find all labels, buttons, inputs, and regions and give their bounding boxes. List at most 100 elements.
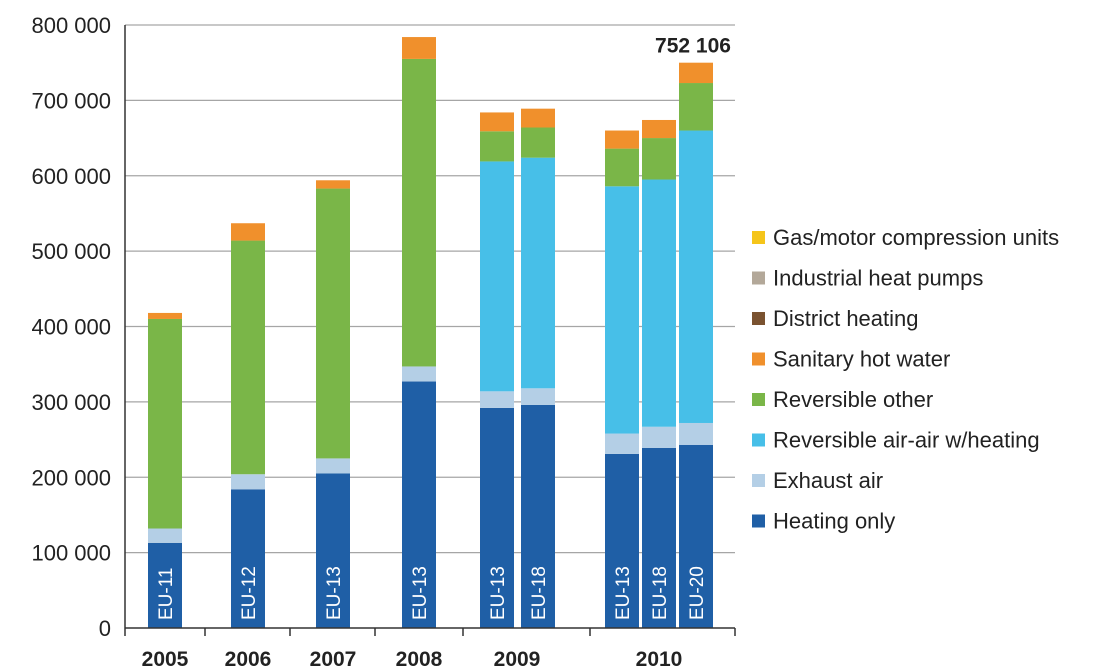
bar-segment (148, 528, 182, 543)
legend-label: Reversible other (773, 387, 933, 412)
bar-category-label: EU-18 (650, 566, 671, 620)
bar-segment (605, 148, 639, 187)
legend-label: Sanitary hot water (773, 347, 950, 372)
y-tick-label: 200 000 (31, 465, 111, 490)
bar-segment (480, 161, 514, 392)
year-label: 2006 (225, 648, 272, 670)
bar-category-labels: EU-11 EU-12 EU-13 EU-13 EU-13 EU-18 EU-13 EU-18… (156, 566, 708, 620)
legend-swatch (752, 312, 765, 325)
bar-segment (679, 422, 713, 445)
legend-swatch (752, 271, 765, 285)
bar-stack (148, 312, 182, 628)
bar-segment (521, 404, 555, 628)
y-tick-label: 100 000 (31, 541, 111, 566)
bar-segment (605, 453, 639, 628)
legend-swatch (752, 231, 765, 244)
bar-segment (231, 240, 265, 475)
year-label: 2005 (142, 648, 189, 670)
bar-segment (521, 127, 555, 158)
bar-category-label: EU-11 (156, 568, 177, 620)
bar-stack (679, 62, 713, 628)
bar-stack (231, 223, 265, 628)
legend-item: Reversible other (752, 387, 933, 412)
legend-item: Reversible air-air w/heating (752, 428, 1040, 453)
bar-segment (480, 112, 514, 132)
year-label: 2010 (636, 648, 683, 670)
legend-swatch (752, 352, 765, 366)
bar-stack (642, 119, 676, 628)
bar-segment (402, 37, 436, 59)
bar-category-label: EU-20 (687, 566, 708, 620)
bar-category-label: EU-13 (410, 566, 431, 620)
bar-category-label: EU-13 (613, 566, 634, 620)
legend-swatch (752, 433, 765, 447)
bar-segment (480, 391, 514, 408)
bar-stack (521, 108, 555, 628)
year-label: 2008 (396, 648, 443, 670)
legend-swatch (752, 474, 765, 487)
bar-segment (480, 131, 514, 162)
bar-category-label: EU-18 (529, 566, 550, 620)
bar-segment (521, 388, 555, 405)
bar-segment (402, 366, 436, 382)
bar-segment (148, 318, 182, 529)
annotations: 752 106 (655, 35, 731, 58)
bar-segment (148, 312, 182, 319)
legend-item: Exhaust air (752, 468, 883, 493)
axes (124, 25, 736, 636)
legend-item: Gas/motor compression units (752, 225, 1059, 250)
bar-stack (605, 130, 639, 628)
bar-segment (480, 407, 514, 628)
bar-segment (521, 157, 555, 389)
bar-segment (316, 180, 350, 189)
bar-segment (316, 458, 350, 474)
bar-segment (642, 119, 676, 139)
bar-segment (642, 447, 676, 628)
y-axis-tick-labels: 0 100 000 200 000 300 000 400 000 500 000 600 … (31, 13, 111, 641)
legend: Gas/motor compression units Industrial he… (752, 225, 1059, 534)
legend-item: Sanitary hot water (752, 347, 950, 372)
legend-swatch (752, 514, 765, 528)
legend-label: District heating (773, 306, 919, 331)
y-tick-label: 400 000 (31, 315, 111, 340)
bar-segment (605, 130, 639, 149)
bar-segment (231, 489, 265, 628)
bar-category-label: EU-12 (239, 566, 260, 620)
x-axis-year-labels: 2005 2006 2007 2008 2009 2010 (142, 648, 683, 670)
legend-label: Reversible air-air w/heating (773, 428, 1040, 453)
bar-stack (402, 37, 436, 628)
bar-segment (316, 473, 350, 628)
y-tick-label: 800 000 (31, 13, 111, 38)
y-tick-label: 300 000 (31, 390, 111, 415)
y-tick-label: 500 000 (31, 239, 111, 264)
y-tick-label: 600 000 (31, 164, 111, 189)
bar-segment (231, 223, 265, 241)
bar-segment (679, 444, 713, 628)
bar-segment (148, 542, 182, 628)
legend-label: Heating only (773, 509, 895, 534)
bar-segment (402, 58, 436, 367)
bar-segment (402, 381, 436, 628)
bars (148, 37, 713, 628)
y-tick-label: 0 (99, 616, 111, 641)
bar-stack (316, 180, 350, 628)
total-annotation: 752 106 (655, 35, 731, 58)
legend-label: Industrial heat pumps (773, 266, 983, 291)
bar-segment (642, 179, 676, 427)
legend-label: Gas/motor compression units (773, 225, 1059, 250)
bar-segment (642, 138, 676, 180)
bar-category-label: EU-13 (324, 566, 345, 620)
year-label: 2007 (310, 648, 357, 670)
legend-item: District heating (752, 306, 919, 331)
legend-item: Heating only (752, 509, 895, 534)
bar-segment (316, 188, 350, 459)
bar-stack (480, 112, 514, 628)
bar-segment (679, 130, 713, 423)
legend-label: Exhaust air (773, 468, 883, 493)
bar-segment (231, 474, 265, 490)
y-tick-label: 700 000 (31, 88, 111, 113)
bar-category-label: EU-13 (488, 566, 509, 620)
legend-item: Industrial heat pumps (752, 266, 983, 291)
bar-segment (521, 108, 555, 128)
